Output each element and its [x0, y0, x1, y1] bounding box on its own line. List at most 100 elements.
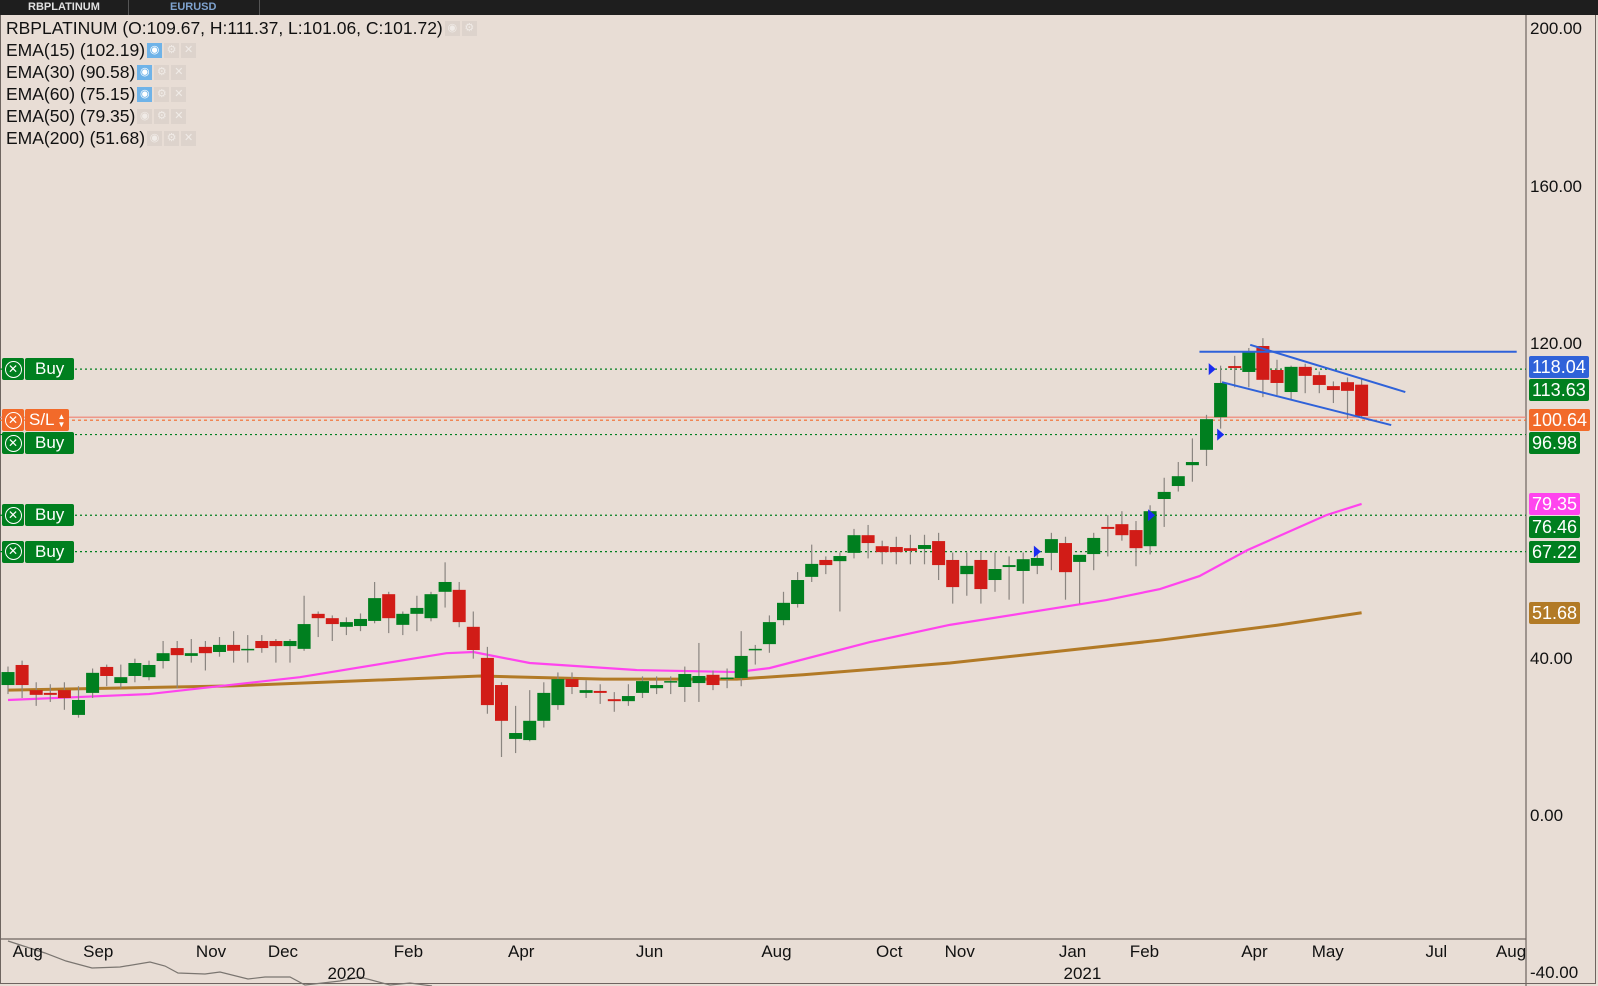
order-label[interactable]: Buy	[25, 504, 75, 527]
channel-upper-trendline[interactable]	[1249, 343, 1406, 393]
order-type-label: Buy	[35, 359, 65, 379]
candle-body	[960, 565, 974, 575]
price-badge: 76.46	[1529, 515, 1581, 538]
cancel-order-button[interactable]: ✕	[2, 358, 24, 381]
candle-body	[480, 657, 494, 706]
indicator-label: EMA(50) (79.35)	[6, 106, 136, 126]
eye-icon[interactable]: ◉	[147, 42, 163, 58]
candle-body	[1171, 476, 1185, 487]
candle-up	[833, 552, 847, 612]
candle-body	[156, 653, 170, 662]
candle-up	[283, 639, 297, 663]
candle-body	[86, 672, 100, 693]
gear-icon[interactable]: ⚙	[154, 86, 170, 102]
gear-icon[interactable]: ⚙	[154, 64, 170, 80]
legend-indicator-row: EMA(15) (102.19) ◉ ⚙ ✕	[6, 39, 477, 61]
candle-down	[1298, 363, 1312, 394]
candle-body	[734, 655, 748, 678]
tab-eurusd[interactable]: EURUSD	[170, 1, 217, 13]
candle-body	[988, 569, 1002, 581]
gear-icon[interactable]: ⚙	[164, 130, 180, 146]
candle-down	[255, 635, 269, 653]
candle-body	[819, 559, 833, 566]
candle-up	[72, 686, 85, 718]
buy-order-tag[interactable]: ✕ Buy	[2, 432, 75, 455]
candle-up	[410, 595, 424, 632]
price-badge: 96.98	[1529, 432, 1581, 455]
candle-down	[227, 631, 241, 663]
candle-up	[636, 676, 649, 699]
candle-body	[918, 545, 931, 549]
candle-body	[1200, 419, 1213, 450]
candle-body	[664, 681, 678, 683]
close-icon[interactable]: ✕	[171, 108, 187, 124]
order-label[interactable]: Buy	[25, 540, 75, 563]
time-axis-label: Aug	[761, 942, 792, 961]
close-circle-icon: ✕	[4, 434, 22, 452]
price-axis-label: 0.00	[1530, 806, 1564, 825]
candle-up	[1200, 414, 1213, 466]
candle-body	[339, 622, 353, 627]
buy-order-tag[interactable]: ✕ Buy	[2, 540, 75, 563]
candle-down	[15, 660, 29, 699]
tab-rbplatinum[interactable]: RBPLATINUM	[28, 1, 100, 13]
eye-icon[interactable]: ◉	[444, 20, 460, 36]
stoploss-order-tag[interactable]: ✕ S/L ▲ ▼	[2, 409, 70, 432]
channel-lower-trendline[interactable]	[1221, 381, 1392, 427]
gear-icon[interactable]: ⚙	[164, 42, 180, 58]
candle-body	[706, 674, 720, 686]
close-icon[interactable]: ✕	[171, 64, 187, 80]
eye-icon[interactable]: ◉	[147, 130, 163, 146]
buy-order-tag[interactable]: ✕ Buy	[2, 358, 75, 381]
order-label[interactable]: Buy	[25, 358, 75, 381]
cancel-order-button[interactable]: ✕	[2, 540, 24, 563]
candle-body	[1284, 366, 1298, 393]
gear-icon[interactable]: ⚙	[461, 20, 477, 36]
candle-up	[692, 642, 706, 702]
order-type-label: Buy	[35, 505, 65, 525]
candle-down	[495, 682, 508, 758]
candle-body	[720, 677, 734, 680]
cancel-order-button[interactable]: ✕	[2, 504, 24, 527]
candle-up	[213, 637, 226, 657]
buy-order-tag[interactable]: ✕ Buy	[2, 504, 75, 527]
candle-up	[128, 658, 142, 683]
candle-body	[354, 618, 367, 627]
candle-body	[551, 679, 565, 706]
close-circle-icon: ✕	[4, 411, 22, 429]
close-icon[interactable]: ✕	[181, 42, 197, 58]
candle-up	[1171, 462, 1185, 492]
candle-down	[607, 692, 621, 712]
close-icon[interactable]: ✕	[181, 130, 197, 146]
candle-up	[184, 639, 198, 663]
order-label[interactable]: Buy	[25, 432, 75, 455]
indicator-label: EMA(30) (90.58)	[6, 62, 136, 82]
gear-icon[interactable]: ⚙	[154, 108, 170, 124]
candle-body	[974, 559, 988, 590]
candle-body	[142, 664, 156, 678]
order-label[interactable]: S/L ▲ ▼	[25, 409, 70, 432]
eye-icon[interactable]: ◉	[137, 108, 153, 124]
candle-up	[777, 591, 790, 626]
candle-body	[29, 690, 43, 695]
candle-body	[1312, 375, 1326, 385]
chart-frame	[0, 15, 1596, 984]
ema50-line	[7, 502, 1362, 702]
cancel-order-button[interactable]: ✕	[2, 409, 24, 432]
candle-down	[480, 646, 494, 714]
candle-down	[593, 684, 607, 704]
candle-body	[128, 663, 142, 676]
time-axis-label: Aug	[12, 942, 43, 961]
candle-up	[918, 534, 931, 565]
close-icon[interactable]: ✕	[171, 86, 187, 102]
candle-body	[1298, 366, 1312, 376]
candle-up	[988, 552, 1002, 592]
cancel-order-button[interactable]: ✕	[2, 432, 24, 455]
drag-arrows-icon[interactable]: ▲ ▼	[57, 411, 66, 429]
candle-up	[86, 668, 100, 699]
eye-icon[interactable]: ◉	[137, 64, 153, 80]
eye-icon[interactable]: ◉	[137, 86, 153, 102]
time-axis-label: Jul	[1425, 942, 1448, 961]
candle-body	[227, 644, 241, 651]
